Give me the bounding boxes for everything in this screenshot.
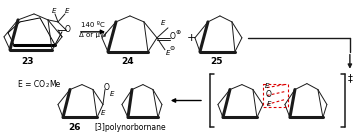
Text: E: E <box>161 20 165 26</box>
Text: 23: 23 <box>22 57 34 66</box>
Text: Δ or μW: Δ or μW <box>79 32 107 38</box>
Text: +: + <box>187 33 197 43</box>
Text: O: O <box>65 25 71 34</box>
Text: 26: 26 <box>69 123 81 132</box>
Text: ‡: ‡ <box>347 74 352 84</box>
Text: O: O <box>104 83 110 92</box>
Text: E: E <box>265 83 269 89</box>
Text: O: O <box>170 32 176 41</box>
Text: ⊖: ⊖ <box>169 46 175 51</box>
Text: E: E <box>166 50 170 56</box>
Text: E: E <box>52 8 56 14</box>
Text: E: E <box>110 91 114 97</box>
Text: ⊕: ⊕ <box>175 30 181 35</box>
Text: E: E <box>65 8 69 14</box>
Text: 24: 24 <box>122 57 134 66</box>
Text: Me: Me <box>49 80 60 89</box>
Text: 25: 25 <box>211 57 223 66</box>
Text: E = CO: E = CO <box>18 80 45 89</box>
Text: E: E <box>267 101 271 107</box>
Text: E: E <box>101 110 105 117</box>
Text: 2: 2 <box>46 83 49 88</box>
Text: O: O <box>266 90 272 99</box>
Text: [3]polynorbornane: [3]polynorbornane <box>94 123 166 132</box>
Text: 140 ºC: 140 ºC <box>81 22 105 28</box>
